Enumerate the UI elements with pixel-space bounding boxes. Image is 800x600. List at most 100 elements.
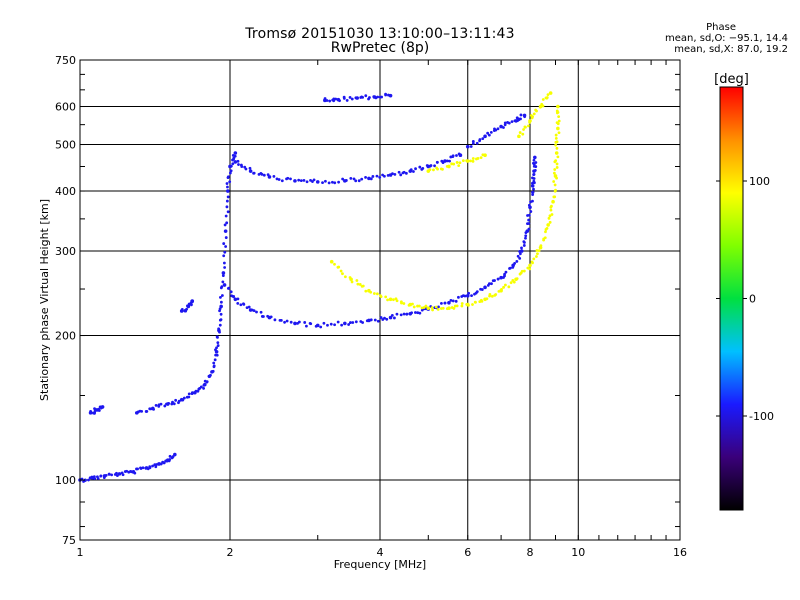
data-mark-X (395, 299, 399, 303)
data-point-O (315, 180, 320, 184)
data-mark-X (412, 305, 416, 309)
data-point-X (349, 277, 353, 282)
data-mark-O (383, 316, 386, 320)
data-mark-O (212, 364, 216, 368)
data-mark-O (205, 380, 209, 384)
data-mark-O (376, 95, 380, 99)
data-mark-X (431, 308, 434, 312)
data-mark-X (545, 96, 549, 100)
data-mark-O (154, 465, 158, 469)
data-mark-O (532, 177, 536, 180)
data-mark-O (327, 181, 331, 185)
data-mark-X (509, 281, 513, 285)
data-mark-O (515, 260, 519, 263)
data-mark-X (461, 159, 465, 163)
data-point-X (556, 104, 560, 109)
data-mark-O (229, 290, 233, 294)
data-mark-X (434, 305, 438, 309)
data-mark-X (384, 295, 388, 299)
data-mark-X (471, 159, 475, 163)
data-mark-X (555, 121, 559, 125)
data-mark-O (334, 97, 338, 101)
data-mark-O (323, 97, 327, 100)
data-mark-O (418, 311, 422, 315)
data-mark-X (554, 188, 557, 192)
data-mark-X (480, 299, 484, 303)
data-mark-X (541, 98, 545, 101)
data-mark-O (471, 139, 475, 143)
data-mark-O (519, 113, 523, 117)
data-mark-O (534, 161, 538, 164)
chart-title: Tromsø 20151030 13:10:00–13:11:43 (245, 26, 515, 42)
data-mark-X (460, 304, 464, 308)
data-mark-O (121, 473, 125, 477)
data-mark-O (226, 210, 230, 214)
data-mark-O (351, 321, 355, 324)
data-mark-X (554, 159, 558, 163)
data-mark-X (552, 180, 556, 183)
colorbar-gradient (719, 86, 744, 511)
data-mark-X (528, 267, 532, 271)
data-mark-O (325, 99, 329, 102)
data-mark-O (433, 164, 436, 168)
phase-stats-o: mean, sd,O: −95.1, 14.4 (665, 33, 788, 44)
data-mark-O (493, 279, 496, 282)
data-mark-O (148, 465, 152, 469)
data-mark-O (247, 305, 251, 309)
data-mark-O (218, 323, 222, 327)
data-mark-O (487, 282, 491, 286)
data-mark-X (361, 284, 365, 288)
data-point-O (233, 297, 238, 302)
data-mark-X (441, 306, 445, 310)
data-point-O (233, 151, 238, 155)
data-point-O (367, 176, 371, 181)
data-point-X (517, 134, 521, 139)
data-mark-O (321, 181, 324, 185)
data-mark-O (252, 309, 256, 313)
data-point-O (293, 321, 297, 326)
data-mark-O (347, 323, 351, 326)
data-mark-O (163, 404, 167, 408)
data-mark-O (331, 180, 334, 184)
data-point-O (483, 134, 487, 139)
data-mark-X (457, 164, 461, 168)
data-mark-O (225, 182, 229, 185)
data-mark-O (336, 320, 340, 324)
data-mark-O (209, 373, 212, 377)
data-mark-X (555, 166, 559, 169)
data-mark-O (402, 170, 406, 174)
data-mark-O (248, 166, 252, 170)
data-mark-O (228, 171, 232, 175)
data-mark-O (395, 312, 399, 316)
data-mark-O (215, 353, 219, 357)
data-mark-O (185, 307, 189, 311)
data-mark-O (502, 126, 505, 129)
data-mark-O (467, 291, 471, 295)
x-tick-label: 16 (673, 546, 687, 559)
data-mark-X (557, 115, 561, 119)
data-mark-X (515, 277, 519, 281)
data-mark-O (533, 168, 537, 172)
data-mark-X (458, 161, 462, 165)
data-mark-O (532, 158, 536, 162)
data-mark-O (522, 244, 526, 247)
data-mark-O (410, 311, 414, 315)
data-mark-O (202, 387, 205, 390)
data-mark-O (280, 179, 284, 183)
data-mark-O (383, 174, 386, 178)
data-mark-X (417, 304, 421, 308)
data-mark-X (543, 236, 547, 240)
data-mark-X (494, 293, 498, 296)
data-mark-O (240, 165, 244, 169)
data-mark-O (503, 121, 507, 125)
data-mark-X (337, 265, 341, 269)
data-mark-X (467, 303, 470, 307)
data-mark-X (545, 226, 549, 230)
data-point-X (465, 159, 470, 163)
data-point-O (533, 155, 537, 160)
x-tick-label: 2 (227, 546, 234, 559)
data-mark-O (373, 318, 377, 322)
data-mark-O (236, 301, 240, 305)
data-mark-O (213, 358, 217, 362)
data-mark-O (244, 167, 248, 171)
